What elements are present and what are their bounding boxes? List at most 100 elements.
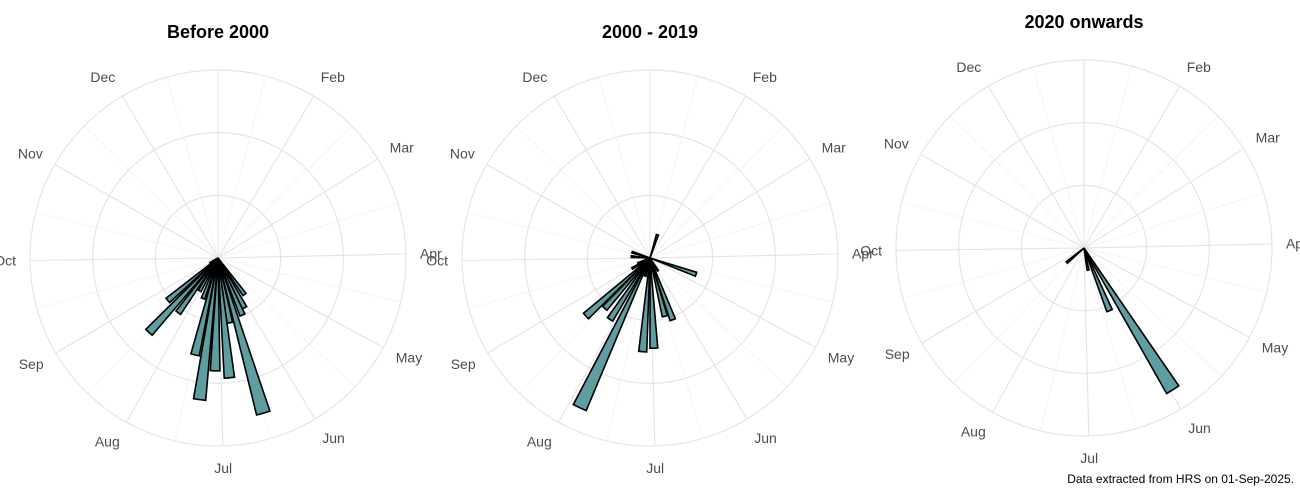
grid-spoke	[30, 257, 219, 262]
grid-spoke	[217, 95, 315, 259]
minor-grid-spoke	[1083, 247, 1138, 429]
minor-grid-spoke	[949, 115, 1085, 249]
grid-spoke	[553, 95, 651, 259]
month-label-sep: Sep	[885, 346, 910, 362]
minor-grid-spoke	[1083, 192, 1264, 249]
polar-bar	[208, 257, 219, 265]
grid-spoke	[992, 247, 1085, 413]
polar-bar	[649, 257, 669, 318]
polar-bar	[200, 257, 219, 301]
month-label-apr: Apr	[852, 245, 874, 261]
minor-grid-spoke	[1040, 247, 1085, 432]
minor-grid-spoke	[467, 211, 651, 259]
month-label-jun: Jun	[754, 430, 777, 446]
minor-grid-spoke	[217, 125, 353, 259]
grid-spoke	[1083, 243, 1272, 249]
month-label-apr: Apr	[420, 245, 442, 261]
minor-grid-spoke	[649, 125, 785, 259]
month-label-dec: Dec	[956, 59, 981, 75]
polar-bar	[217, 257, 246, 318]
grid-spoke	[558, 257, 651, 423]
grid-spoke	[217, 257, 384, 348]
polar-bar	[637, 257, 651, 353]
minor-grid-spoke	[515, 125, 651, 259]
polar-bar	[649, 257, 659, 350]
month-label-sep: Sep	[451, 356, 476, 372]
grid-spoke	[1083, 247, 1090, 436]
minor-grid-spoke	[1083, 247, 1222, 377]
month-label-nov: Nov	[18, 146, 43, 162]
minor-grid-spoke	[649, 202, 830, 259]
month-label-jun: Jun	[1188, 420, 1211, 436]
polar-bar	[582, 257, 651, 320]
minor-grid-spoke	[649, 257, 833, 303]
grid-spoke	[920, 153, 1085, 249]
minor-grid-spoke	[468, 257, 651, 309]
grid-spoke	[54, 163, 219, 259]
month-label-oct: Oct	[426, 253, 448, 269]
minor-grid-spoke	[1032, 66, 1085, 249]
grid-spoke	[1083, 247, 1250, 338]
month-label-sep: Sep	[19, 356, 44, 372]
month-label-dec: Dec	[90, 69, 115, 85]
minor-grid-spoke	[83, 125, 219, 259]
panel-title: 2000 - 2019	[602, 22, 698, 42]
minor-grid-spoke	[1083, 247, 1267, 293]
minor-grid-spoke	[649, 257, 788, 387]
grid-spoke	[217, 158, 379, 259]
minor-grid-spoke	[649, 76, 699, 259]
month-label-jul: Jul	[214, 460, 232, 476]
grid-spoke	[462, 257, 651, 262]
grid-spoke	[121, 95, 219, 259]
grid-spoke	[649, 158, 811, 259]
panel-title: Before 2000	[167, 22, 269, 42]
panel-title: 2020 onwards	[1024, 12, 1143, 32]
minor-grid-spoke	[1083, 66, 1133, 249]
minor-grid-spoke	[217, 257, 356, 387]
month-label-feb: Feb	[753, 69, 777, 85]
polar-bar	[189, 257, 219, 357]
polar-bar	[649, 233, 660, 259]
polar-bar	[649, 257, 677, 322]
month-label-may: May	[828, 350, 854, 366]
polar-bar	[1065, 247, 1085, 265]
polar-bar	[1083, 247, 1114, 313]
minor-grid-spoke	[901, 201, 1085, 249]
polar-bar	[649, 257, 698, 278]
minor-grid-spoke	[953, 247, 1085, 384]
grid-spoke	[987, 85, 1085, 249]
month-label-jul: Jul	[646, 460, 664, 476]
minor-grid-spoke	[36, 257, 219, 309]
polar-bar	[606, 257, 651, 323]
grid-spoke	[649, 95, 747, 259]
polar-bar	[217, 257, 236, 380]
polar-bar	[144, 257, 219, 337]
minor-grid-spoke	[35, 211, 219, 259]
minor-grid-spoke	[217, 257, 401, 303]
polar-bar	[572, 257, 651, 412]
grid-spoke	[487, 257, 651, 354]
grid-spoke	[649, 257, 748, 420]
month-label-mar: Mar	[822, 139, 846, 155]
polar-bar	[209, 257, 221, 372]
month-label-nov: Nov	[450, 146, 475, 162]
grid-spoke	[1083, 148, 1245, 249]
polar-bar	[636, 257, 651, 265]
polar-bar	[1083, 247, 1180, 395]
month-label-mar: Mar	[390, 139, 414, 155]
grid-spoke	[896, 247, 1085, 252]
month-label-mar: Mar	[1256, 129, 1280, 145]
polar-panel-2: 2000 - 2019 Feb Mar Apr May Jun Jul Aug Sep Oct No…	[426, 22, 874, 476]
minor-grid-spoke	[217, 76, 267, 259]
polar-bar	[1083, 247, 1090, 272]
polar-bar	[601, 257, 651, 312]
month-label-oct: Oct	[860, 243, 882, 259]
month-label-aug: Aug	[527, 433, 552, 449]
grid-spoke	[921, 247, 1085, 344]
data-source-caption: Data extracted from HRS on 01-Sep-2025.	[1067, 472, 1294, 486]
month-label-nov: Nov	[884, 136, 909, 152]
month-label-oct: Oct	[0, 253, 16, 269]
polar-bar	[217, 257, 271, 416]
grid-spoke	[649, 257, 816, 348]
